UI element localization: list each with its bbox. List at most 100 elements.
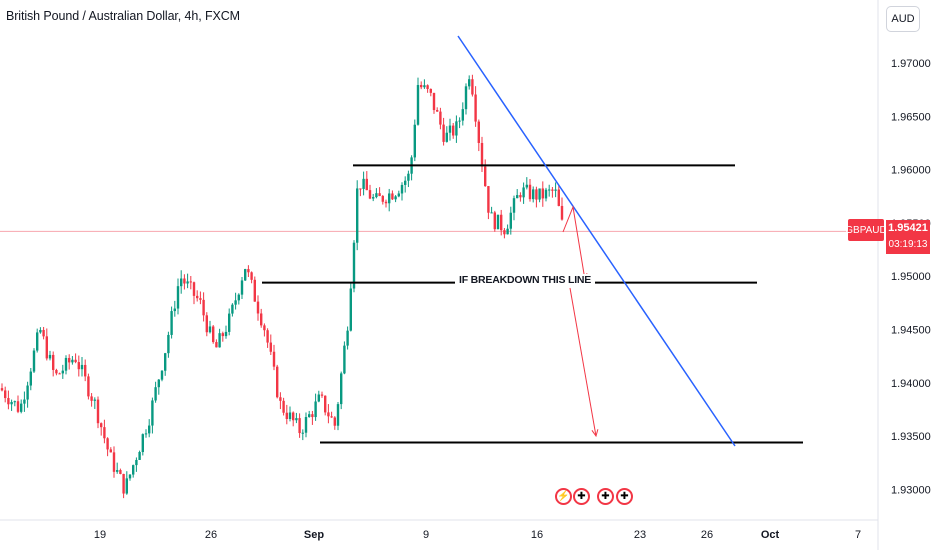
candle-body (32, 350, 36, 372)
candle-body (535, 189, 538, 200)
candle-body (0, 388, 4, 391)
candle-body (80, 364, 84, 370)
x-tick-label: 7 (855, 529, 861, 541)
lightning-icon[interactable]: ⚡ (555, 488, 572, 505)
lightning-glyph: ⚡ (557, 491, 570, 502)
candle-body (29, 371, 32, 386)
candle-body (349, 288, 352, 331)
currency-button[interactable]: AUD (886, 6, 920, 32)
candle-body (247, 269, 250, 273)
uk-flag-icon[interactable]: ✚ (597, 488, 614, 505)
candle-body (538, 188, 541, 200)
y-tick-label: 1.94500 (891, 325, 931, 337)
candle-body (16, 401, 20, 412)
candle-body (333, 417, 336, 426)
candle-body (436, 110, 439, 112)
candle-body (64, 357, 68, 371)
candle-body (55, 369, 58, 374)
uk-flag-glyph: ✚ (620, 491, 629, 502)
candle-body (39, 329, 42, 333)
candle-body (100, 423, 103, 428)
x-tick-label: 19 (94, 529, 106, 541)
candle-body (256, 301, 260, 314)
candle-body (10, 402, 13, 405)
candle-body (423, 85, 426, 88)
candle-body (525, 184, 528, 188)
candle-body (365, 178, 368, 191)
candle-body (298, 418, 301, 434)
candle-body (196, 295, 199, 299)
candle-body (148, 425, 151, 434)
candle-body (42, 329, 45, 337)
candle-body (314, 401, 317, 418)
candle-body (116, 470, 119, 472)
candle-body (404, 180, 407, 185)
symbol-price-tag: GBPAUD (845, 219, 887, 241)
candle-body (327, 412, 330, 417)
candle-body (324, 395, 327, 413)
candle-body (480, 142, 484, 167)
candle-body (474, 94, 477, 122)
candle-body (189, 281, 192, 283)
candle-body (61, 370, 64, 374)
candle-body (359, 188, 362, 190)
candle-body (157, 379, 160, 388)
candle-body (87, 376, 90, 397)
candle-body (13, 401, 16, 403)
candle-body (173, 308, 176, 312)
y-tick-label: 1.94000 (891, 378, 931, 390)
candle-body (237, 294, 240, 301)
candle-body (23, 399, 26, 404)
candle-body (506, 228, 509, 235)
candle-body (468, 79, 471, 87)
candle-body (292, 412, 295, 421)
y-tick-label: 1.96500 (891, 111, 931, 123)
candle-body (122, 473, 125, 494)
candle-body (557, 189, 560, 206)
candle-body (266, 330, 269, 343)
candle-body (160, 370, 164, 380)
candle-body (103, 427, 106, 439)
candle-body (432, 92, 436, 111)
candle-body (269, 342, 272, 352)
candle-body (231, 304, 234, 314)
candle-body (112, 452, 116, 472)
candle-body (276, 366, 279, 398)
candle-body (260, 313, 263, 326)
candle-body (282, 400, 285, 413)
candle-body (340, 373, 343, 405)
current-price-value: 1.95421 (888, 222, 928, 234)
candle-body (183, 278, 186, 284)
candle-body (4, 390, 7, 399)
candle-body (484, 166, 487, 187)
candle-body (512, 198, 516, 213)
uk-flag-icon[interactable]: ✚ (616, 488, 633, 505)
uk-flag-icon[interactable]: ✚ (573, 488, 590, 505)
candle-body (180, 278, 183, 287)
candle-body (212, 326, 215, 343)
candle-body (413, 124, 416, 158)
current-price-label: 1.95421 03:19:13 (886, 220, 930, 254)
x-tick-label: Sep (304, 529, 324, 541)
candle-body (20, 403, 23, 412)
candle-body (343, 345, 346, 374)
candle-body (228, 313, 231, 332)
x-tick-label: 23 (634, 529, 646, 541)
candle-body (317, 394, 320, 402)
candle-body (532, 189, 535, 200)
y-tick-label: 1.93000 (891, 484, 931, 496)
candle-body (528, 184, 532, 200)
candle-body (151, 400, 154, 426)
uk-flag-glyph: ✚ (577, 491, 586, 502)
candle-body (279, 397, 282, 401)
candle-body (346, 330, 349, 346)
candle-body (452, 125, 455, 136)
candle-body (397, 193, 400, 197)
candle-body (253, 279, 256, 302)
candle-body (445, 132, 448, 142)
bar-countdown: 03:19:13 (888, 239, 928, 250)
candle-body (164, 353, 167, 371)
candle-body (490, 212, 493, 214)
candle-body (356, 188, 359, 243)
